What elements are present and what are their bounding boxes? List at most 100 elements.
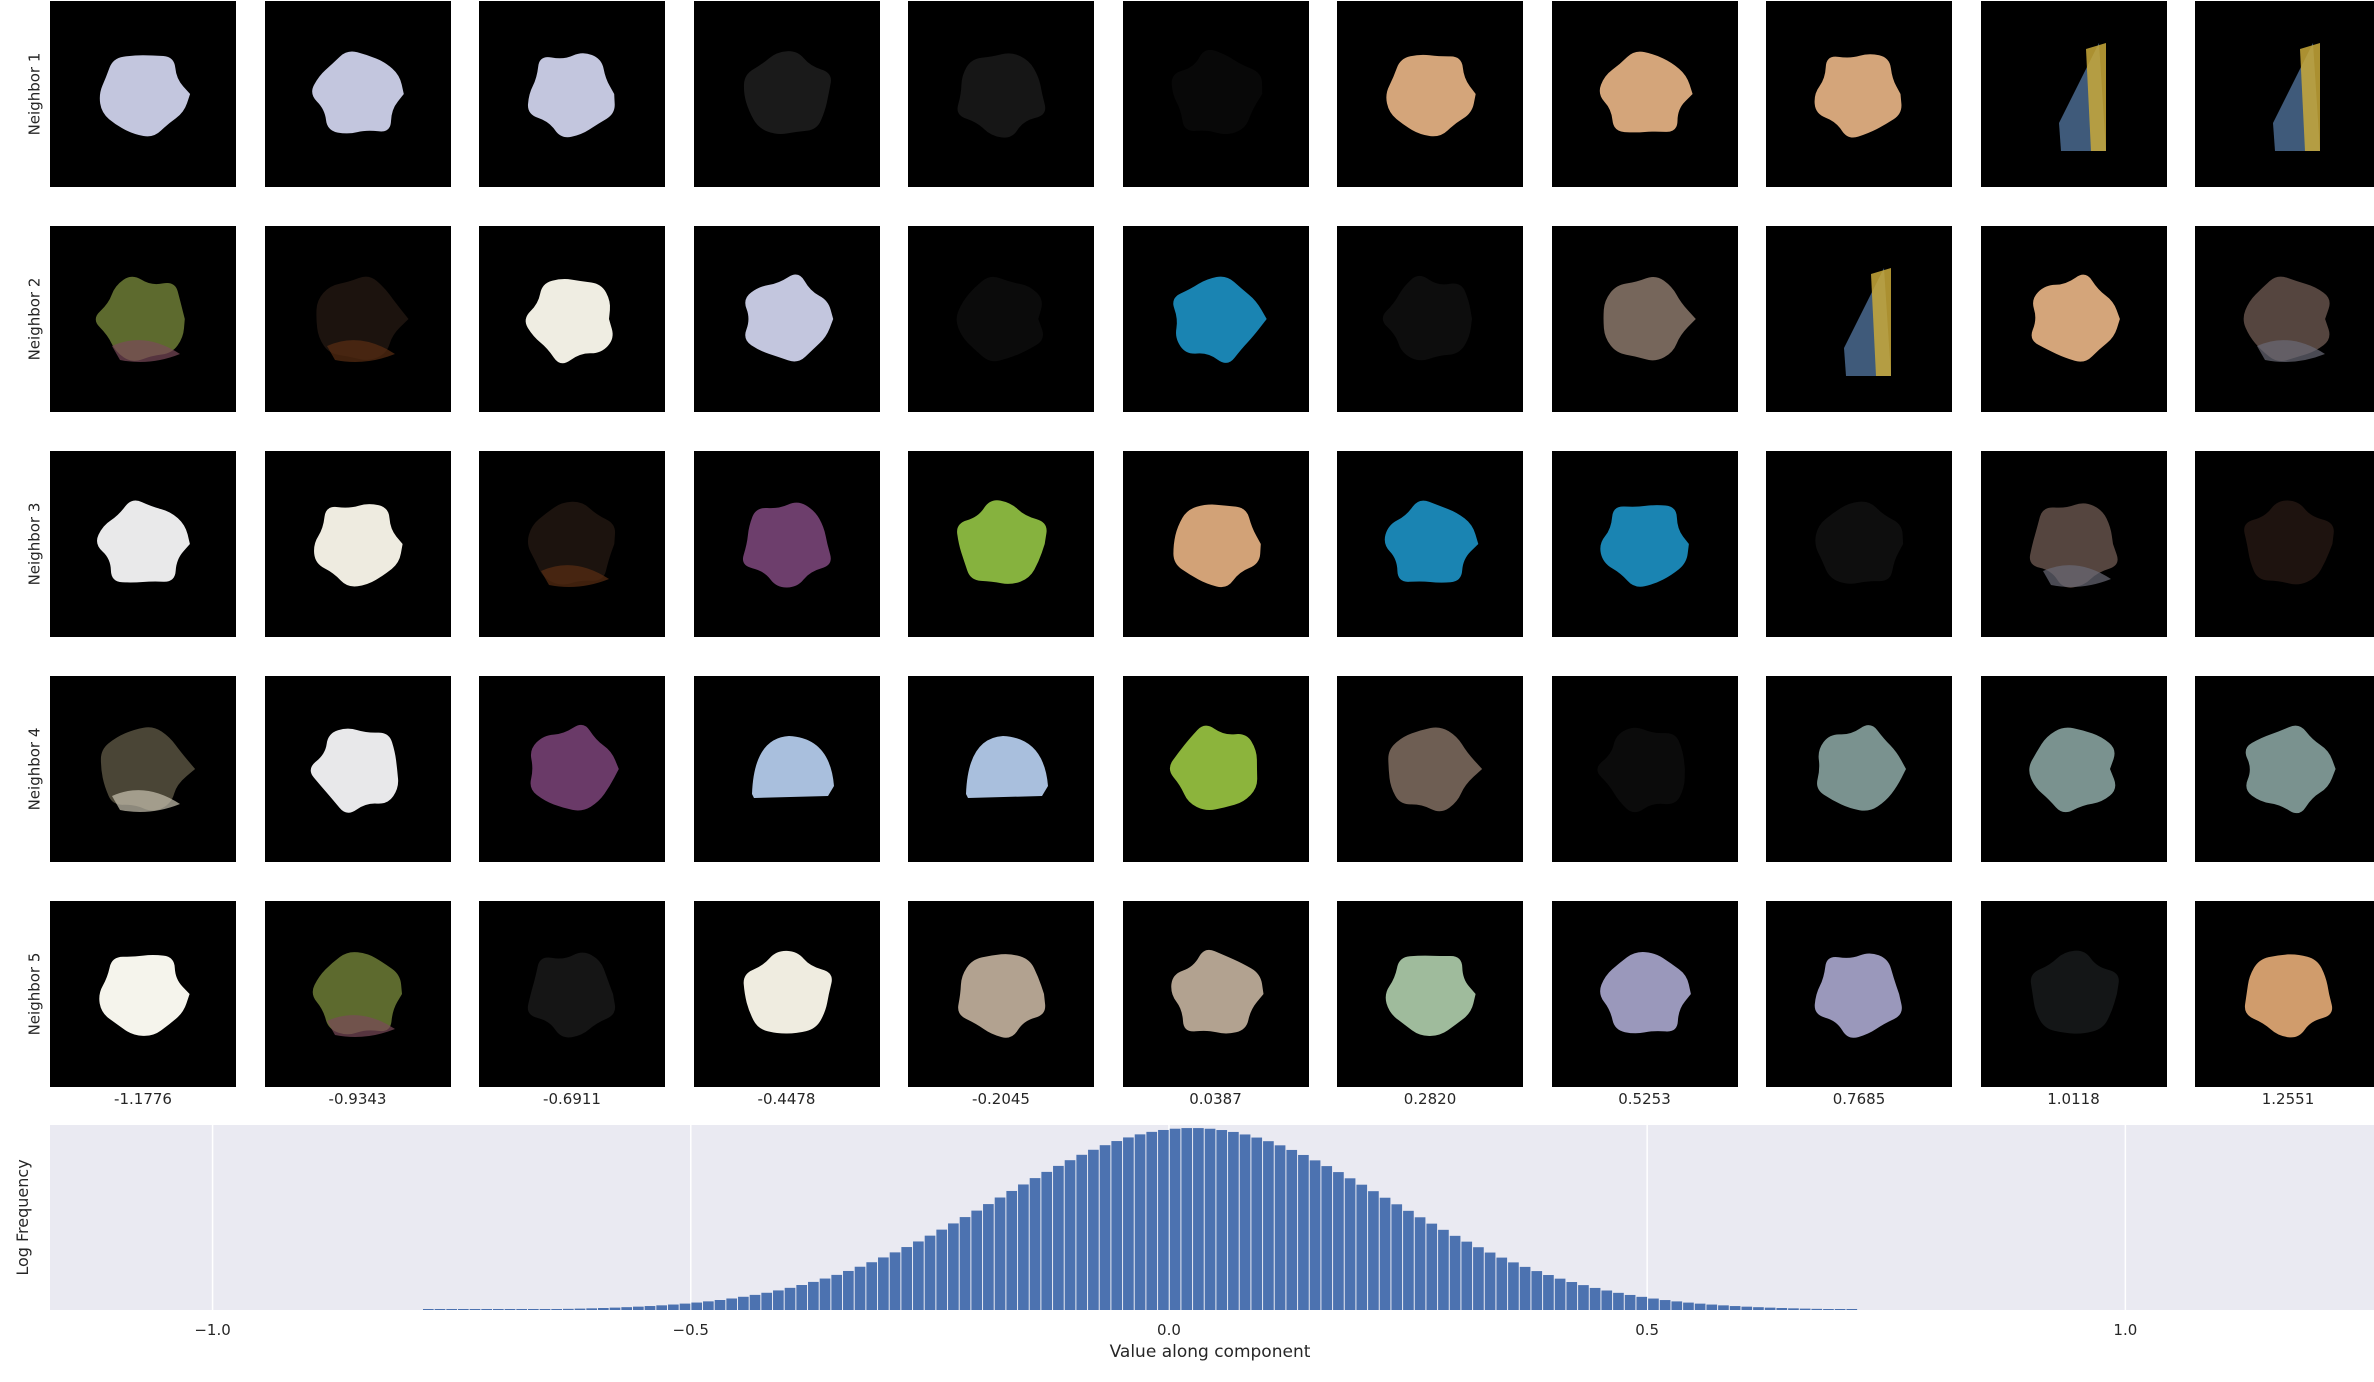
segment-patch xyxy=(315,276,408,362)
segment-patch xyxy=(2030,950,2119,1034)
segment-patch xyxy=(1169,725,1257,811)
histogram-bar xyxy=(1496,1257,1508,1310)
neighbor-image xyxy=(1766,1,1952,187)
segment-patch xyxy=(527,952,616,1038)
histogram-bar xyxy=(1823,1309,1834,1310)
segment-patch xyxy=(2243,276,2330,362)
segment-patch xyxy=(1844,268,1891,376)
histogram-bar xyxy=(714,1300,726,1310)
neighbor-image xyxy=(693,226,880,412)
segment-patch xyxy=(743,51,831,135)
column-value-label: -0.2045 xyxy=(972,1090,1030,1108)
histogram-bar xyxy=(1741,1306,1753,1310)
histogram-bar xyxy=(1508,1262,1519,1310)
histogram-bar xyxy=(761,1292,773,1310)
x-axis-ticks: −1.0 −0.5 0.0 0.5 1.0 xyxy=(194,1321,2137,1339)
x-tick-label: −0.5 xyxy=(673,1321,709,1339)
neighbor-image xyxy=(264,226,451,412)
histogram-bar xyxy=(1799,1308,1811,1310)
histogram-bar xyxy=(1041,1171,1053,1310)
segment-patch xyxy=(1170,949,1263,1034)
segment-patch xyxy=(957,500,1047,584)
histogram-bar xyxy=(539,1309,551,1310)
histogram-bar xyxy=(1426,1223,1438,1310)
histogram-bar xyxy=(1391,1204,1403,1310)
column-value-label: 1.0118 xyxy=(2047,1090,2100,1108)
segment-patch xyxy=(97,500,190,583)
histogram-bar xyxy=(621,1307,633,1310)
segment-patch xyxy=(742,502,831,588)
histogram-bar xyxy=(1169,1128,1181,1310)
histogram-bar xyxy=(527,1309,539,1310)
histogram-bar xyxy=(1473,1247,1484,1310)
histogram-bar xyxy=(1566,1282,1578,1310)
segment-patch xyxy=(1382,275,1472,361)
histogram-bar xyxy=(1578,1285,1589,1310)
neighbor-image xyxy=(1551,451,1738,637)
histogram-bar xyxy=(1613,1292,1624,1310)
histogram-bar xyxy=(1403,1210,1414,1310)
column-value-label: 0.2820 xyxy=(1403,1090,1457,1108)
segment-patch xyxy=(1171,49,1262,135)
neighbor-image xyxy=(1551,226,1738,412)
histogram-bar xyxy=(1659,1300,1671,1310)
histogram-bar xyxy=(551,1309,563,1310)
histogram-bar xyxy=(983,1204,994,1310)
histogram-bar xyxy=(1753,1307,1764,1310)
histogram-bar xyxy=(1461,1241,1473,1310)
neighbor-image xyxy=(1766,451,1952,637)
histogram-bar xyxy=(1368,1191,1379,1310)
segment-patch xyxy=(957,53,1046,138)
histogram-bar xyxy=(1123,1137,1134,1310)
neighbor-image xyxy=(1551,901,1738,1087)
histogram-bar xyxy=(1414,1217,1426,1310)
neighbor-image xyxy=(1337,676,1523,862)
histogram-bar xyxy=(1764,1307,1776,1310)
histogram-bar xyxy=(434,1309,446,1310)
segment-patch xyxy=(744,274,833,362)
histogram-bar xyxy=(901,1247,913,1310)
histogram-bar xyxy=(1648,1298,1659,1310)
histogram-bar xyxy=(422,1309,434,1310)
segment-patch xyxy=(100,727,196,812)
neighbor-image xyxy=(2195,451,2374,637)
neighbor-image xyxy=(908,1,1094,187)
x-tick-label: −1.0 xyxy=(194,1321,230,1339)
segment-patch xyxy=(99,55,191,137)
histogram-bar xyxy=(889,1252,901,1310)
histogram-bar xyxy=(574,1308,586,1310)
histogram-bar xyxy=(749,1294,761,1310)
neighbor-image xyxy=(908,901,1094,1087)
histogram-bar xyxy=(971,1210,983,1310)
histogram-bar xyxy=(1321,1166,1333,1310)
segment-patch xyxy=(1814,953,1902,1038)
row-label: Neighbor 4 xyxy=(25,727,44,811)
neighbor-image xyxy=(2195,676,2374,862)
histogram-bar xyxy=(854,1266,866,1310)
neighbor-image xyxy=(50,676,236,862)
histogram-bar xyxy=(1846,1309,1858,1310)
histogram-bar xyxy=(1589,1287,1601,1310)
histogram-bar xyxy=(1064,1160,1076,1310)
histogram-bar xyxy=(1286,1149,1298,1310)
histogram-bar xyxy=(784,1287,796,1310)
histogram-bar xyxy=(656,1305,668,1310)
neighbor-image xyxy=(479,226,665,412)
segment-patch xyxy=(751,736,834,798)
neighbor-image xyxy=(693,451,880,637)
histogram-bar xyxy=(1356,1184,1368,1310)
segment-patch xyxy=(527,53,615,138)
neighbor-image xyxy=(908,226,1094,412)
segment-patch xyxy=(958,954,1046,1038)
segment-patch xyxy=(525,279,613,364)
histogram-bar xyxy=(843,1270,854,1310)
segment-patch xyxy=(2031,274,2120,362)
histogram-bar xyxy=(1694,1303,1706,1310)
neighbor-image xyxy=(1122,901,1309,1087)
segment-patch xyxy=(310,728,398,813)
histogram-bar xyxy=(773,1290,784,1310)
neighbor-image xyxy=(693,676,880,862)
neighbor-image xyxy=(1980,676,2167,862)
histogram-bar xyxy=(563,1308,574,1310)
histogram-bar xyxy=(668,1304,679,1310)
